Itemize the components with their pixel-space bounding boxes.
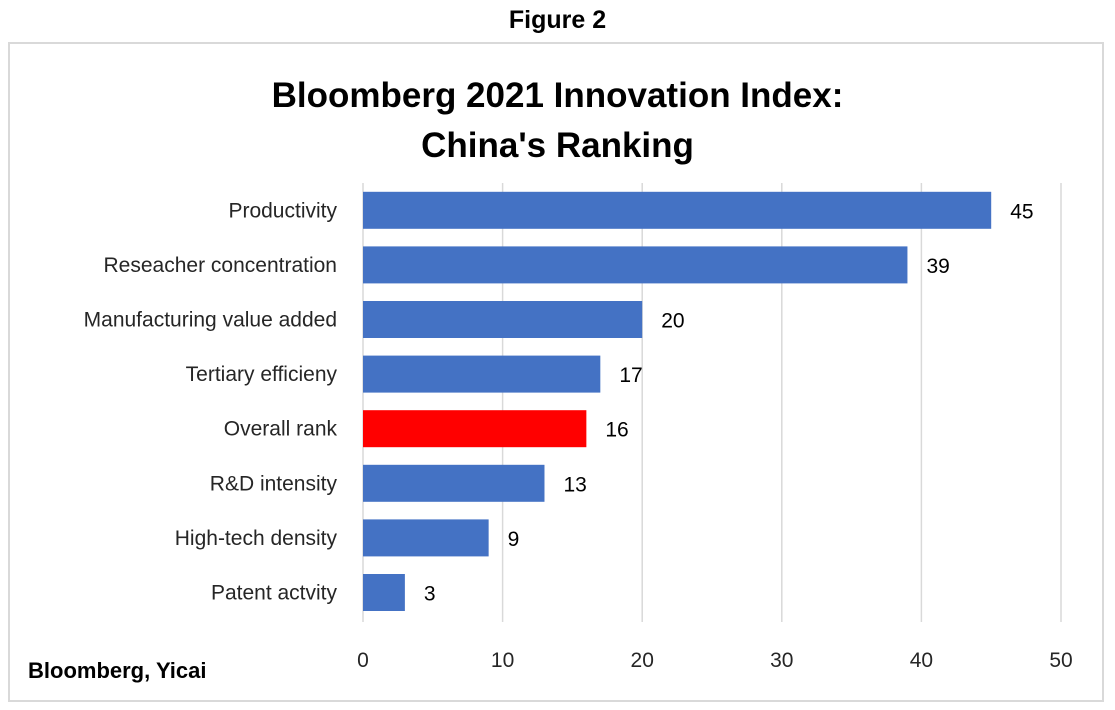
chart-title-line-1: Bloomberg 2021 Innovation Index:	[271, 76, 844, 115]
category-label: Patent actvity	[211, 582, 338, 605]
data-label: 16	[605, 419, 628, 442]
data-label: 9	[508, 528, 520, 551]
category-label: Overall rank	[224, 418, 338, 441]
x-tick-label: 30	[770, 649, 793, 672]
data-label: 45	[1010, 200, 1033, 223]
x-tick-label: 10	[491, 649, 514, 672]
bar	[363, 464, 545, 502]
data-label: 39	[926, 255, 949, 278]
x-tick-label: 0	[357, 649, 369, 672]
data-label: 13	[563, 473, 586, 496]
category-label: Reseacher concentration	[104, 254, 337, 277]
category-label: Manufacturing value added	[84, 309, 337, 332]
bar	[363, 191, 992, 229]
category-label: Tertiary efficieny	[186, 363, 338, 386]
data-label: 20	[661, 310, 684, 333]
x-tick-label: 50	[1049, 649, 1072, 672]
data-label: 17	[619, 364, 642, 387]
bar	[363, 410, 587, 448]
x-tick-label: 20	[631, 649, 654, 672]
bar	[363, 355, 601, 393]
category-label: R&D intensity	[210, 472, 338, 495]
category-label: Productivity	[228, 199, 337, 222]
bar	[363, 301, 643, 338]
figure-label: Figure 2	[508, 6, 607, 34]
category-label: High-tech density	[175, 527, 338, 550]
source-note: Bloomberg, Yicai	[28, 658, 207, 683]
chart-title-line-2: China's Ranking	[421, 126, 694, 165]
data-label: 3	[424, 583, 436, 606]
bar	[363, 519, 489, 557]
bar	[363, 246, 908, 284]
x-tick-label: 40	[910, 649, 933, 672]
bar	[363, 574, 405, 611]
